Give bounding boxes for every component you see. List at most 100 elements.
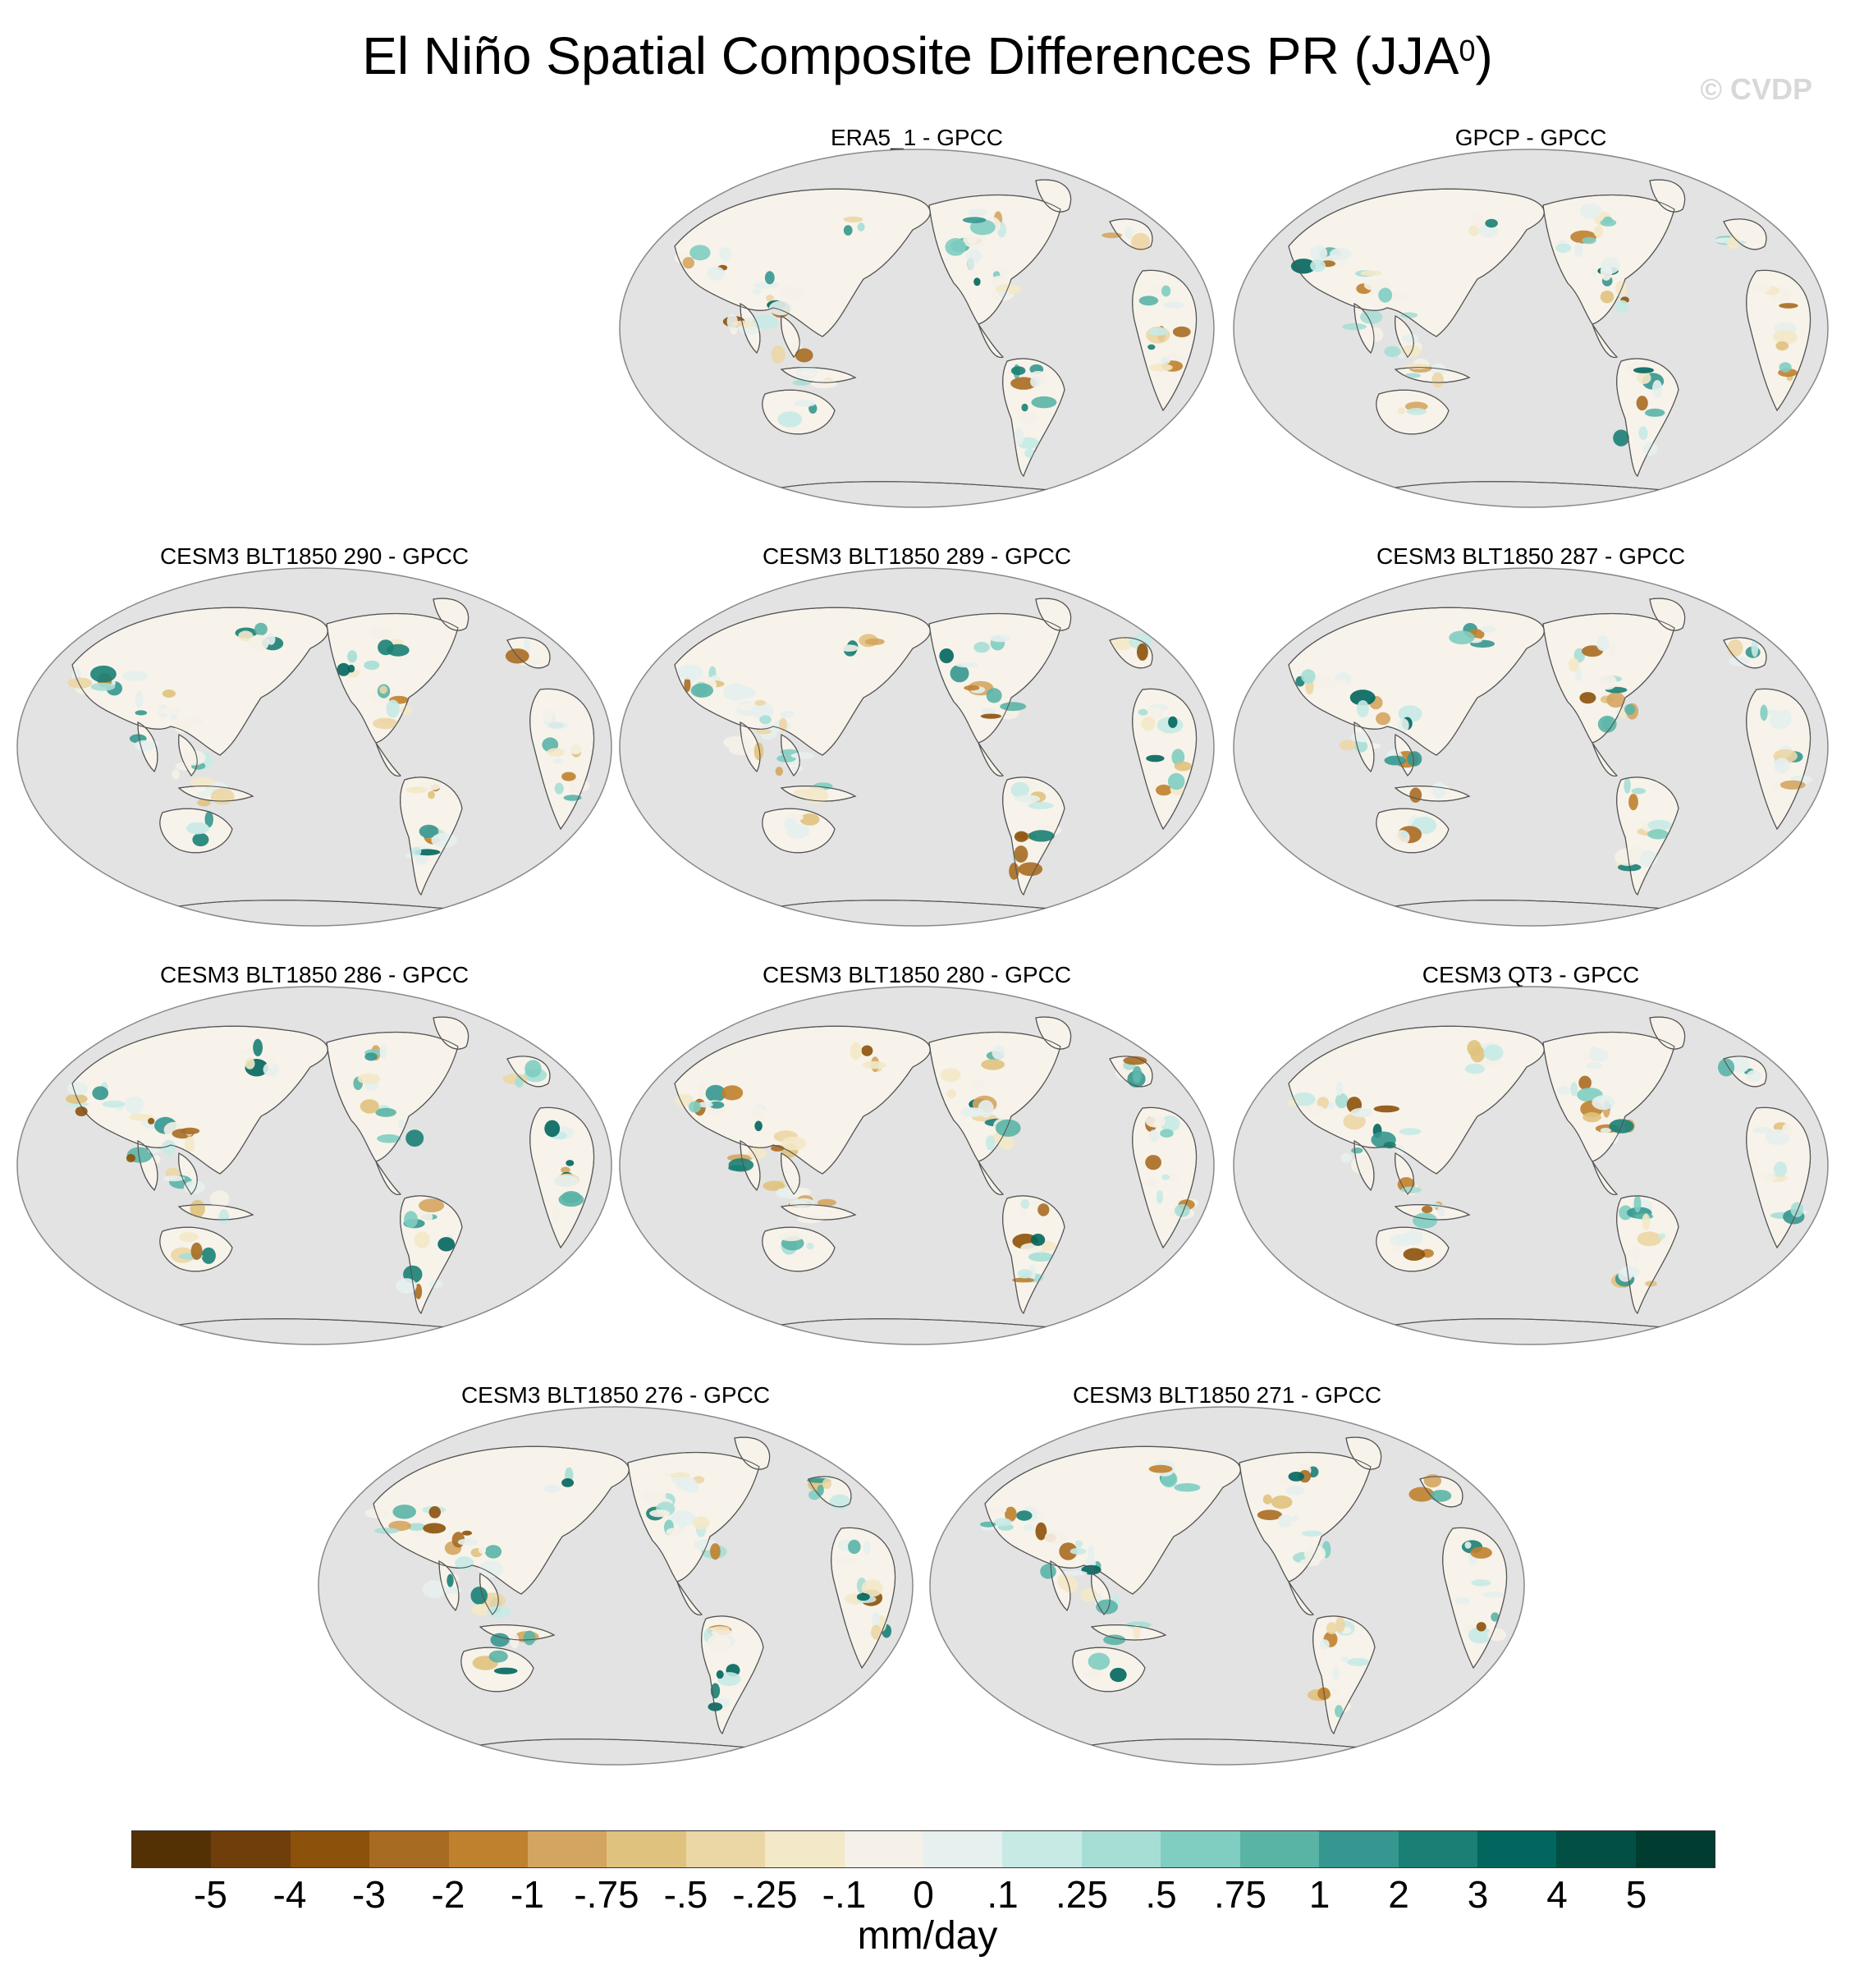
- map-panel-title: CESM3 BLT1850 286 - GPCC: [159, 962, 469, 987]
- india-se-asia-coastline: [740, 303, 800, 358]
- anomaly-patch: [1574, 242, 1583, 258]
- anomaly-patch: [829, 1494, 851, 1510]
- eurasia-coastline: [1288, 1025, 1545, 1175]
- anomaly-patch: [1102, 232, 1123, 239]
- maritime-continent-coastline: [780, 367, 857, 383]
- anomaly-patch: [377, 1134, 401, 1143]
- colorbar-swatch: [132, 1831, 212, 1867]
- anomaly-patch: [723, 735, 749, 749]
- australia-coastline: [1376, 1226, 1450, 1272]
- anomaly-patch: [973, 277, 981, 286]
- anomaly-patch: [1718, 1058, 1735, 1077]
- anomaly-patch: [1339, 740, 1357, 750]
- anomaly-patch: [1111, 638, 1134, 651]
- anomaly-patch: [1384, 755, 1407, 766]
- anomaly-patch: [180, 1127, 200, 1134]
- india-se-asia-coastline: [740, 721, 800, 776]
- anomaly-patch: [387, 644, 410, 657]
- anomaly-patch: [1590, 264, 1598, 277]
- anomaly-patch: [544, 1120, 561, 1138]
- anomaly-patch: [1320, 1639, 1330, 1650]
- anomaly-patch: [1148, 363, 1173, 372]
- anomaly-patch: [1579, 692, 1596, 704]
- anomaly-patch: [192, 832, 209, 847]
- greenland-coastline: [1035, 1016, 1072, 1050]
- anomaly-patch: [1110, 1667, 1127, 1683]
- anomaly-patch: [1161, 356, 1170, 364]
- anomaly-patch: [777, 411, 803, 428]
- anomaly-patch: [415, 1283, 423, 1299]
- anomaly-patch: [347, 664, 355, 673]
- anomaly-patch: [989, 1505, 1007, 1514]
- anomaly-patch: [1310, 259, 1326, 273]
- anomaly-patch: [364, 660, 380, 671]
- anomaly-patch: [524, 636, 531, 654]
- anomaly-patch: [1596, 635, 1610, 652]
- anomaly-patch: [649, 1509, 671, 1518]
- anomaly-patch: [690, 683, 713, 698]
- maritime-continent-coastline: [1394, 367, 1471, 383]
- anomaly-patch: [709, 1101, 725, 1109]
- anomaly-patch: [1631, 787, 1646, 795]
- anomaly-patch: [1367, 743, 1381, 749]
- colorbar-tick-label: .75: [1214, 1873, 1266, 1916]
- colorbar-swatch: [1161, 1831, 1240, 1867]
- anomaly-patch: [864, 638, 885, 645]
- maritime-continent-coastline: [177, 786, 254, 802]
- anomaly-patch: [759, 715, 772, 725]
- anomaly-patch: [1368, 327, 1384, 342]
- greenland-coastline: [1649, 179, 1686, 213]
- anomaly-patch: [360, 1099, 379, 1114]
- anomaly-patch: [731, 320, 757, 328]
- colorbar-swatch: [844, 1831, 924, 1867]
- anomaly-patch: [1324, 680, 1335, 689]
- europe-west-coastline: [1419, 1476, 1463, 1508]
- south-america-coastline: [1616, 776, 1679, 896]
- anomaly-patch: [374, 1528, 400, 1534]
- anomaly-patch: [1288, 1472, 1305, 1482]
- anomaly-patch: [1570, 1082, 1578, 1097]
- antarctica-edge-coastline: [1370, 1318, 1692, 1331]
- antarctica-edge-coastline: [455, 1738, 776, 1751]
- map-panel: CESM3 BLT1850 290 - GPCC: [15, 542, 614, 928]
- anomaly-patch: [1175, 1204, 1190, 1217]
- anomaly-patch: [1751, 639, 1759, 657]
- anomaly-patch: [1010, 377, 1037, 390]
- south-america-coastline: [1616, 1195, 1679, 1314]
- map-panel-title: CESM3 BLT1850 280 - GPCC: [762, 962, 1072, 987]
- anomaly-patch: [515, 1075, 524, 1088]
- anomaly-patch: [1020, 1199, 1029, 1209]
- anomaly-patch: [1327, 1102, 1335, 1110]
- anomaly-patch: [721, 1085, 744, 1101]
- anomaly-patch: [1597, 715, 1617, 733]
- anomaly-patch: [1615, 300, 1629, 313]
- anomaly-patch: [689, 245, 711, 261]
- anomaly-patch: [1347, 1657, 1369, 1666]
- anomaly-patch: [1750, 284, 1771, 293]
- anomaly-patch: [186, 822, 209, 835]
- anomaly-patch: [1335, 1081, 1344, 1096]
- anomaly-patch: [1330, 248, 1352, 260]
- anomaly-patch: [969, 1079, 985, 1088]
- anomaly-patch: [756, 729, 772, 735]
- anomaly-patch: [1363, 279, 1384, 291]
- anomaly-patch: [1059, 1542, 1078, 1560]
- anomaly-patch: [249, 634, 269, 652]
- central-america-coastline: [375, 742, 401, 777]
- anomaly-patch: [776, 754, 796, 763]
- anomaly-patch: [1301, 1105, 1326, 1116]
- anomaly-patch: [238, 630, 254, 642]
- anomaly-patch: [1145, 1115, 1166, 1128]
- colorbar-tick-label: -4: [273, 1873, 307, 1916]
- map-panel-title: CESM3 BLT1850 271 - GPCC: [1072, 1382, 1382, 1408]
- anomaly-patch: [563, 795, 582, 801]
- map-panel: ERA5_1 - GPCC: [617, 123, 1216, 509]
- anomaly-patch: [218, 1209, 230, 1225]
- anomaly-patch: [1582, 645, 1603, 657]
- india-se-asia-coastline: [740, 1140, 800, 1195]
- anomaly-patch: [1010, 781, 1029, 798]
- anomaly-patch: [267, 1057, 275, 1070]
- anomaly-patch: [174, 718, 191, 734]
- anomaly-patch: [778, 1231, 804, 1242]
- world-map: [16, 986, 612, 1345]
